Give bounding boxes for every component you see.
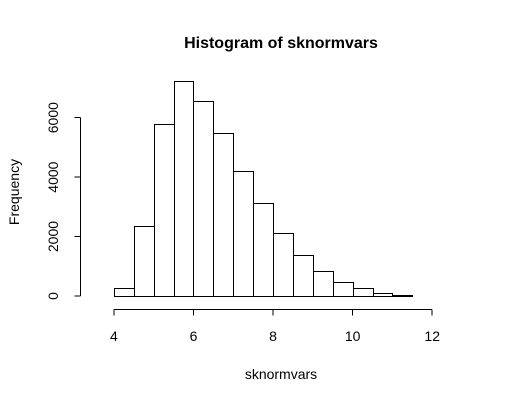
x-tick-label: 4: [110, 328, 118, 344]
histogram-bars: [114, 81, 413, 297]
histogram-bar: [373, 293, 393, 297]
histogram-bar: [273, 233, 294, 297]
x-axis-label: sknormvars: [245, 366, 317, 382]
y-axis: 0 2000 4000 6000: [45, 102, 81, 300]
y-axis-label: Frequency: [6, 159, 22, 225]
x-axis: 4 6 8 10 12: [110, 309, 440, 344]
y-tick-label: 4000: [45, 161, 61, 192]
x-tick-label: 12: [424, 328, 440, 344]
histogram-bar: [193, 101, 214, 297]
x-tick-label: 8: [269, 328, 277, 344]
y-tick-label: 0: [45, 292, 61, 300]
histogram-bar: [154, 124, 175, 297]
histogram-bar: [253, 203, 274, 297]
histogram-bar: [233, 171, 254, 297]
chart-title: Histogram of sknormvars: [184, 35, 378, 52]
histogram-bar: [174, 81, 194, 297]
histogram-bar: [313, 271, 334, 297]
x-tick-label: 6: [190, 328, 198, 344]
y-tick-label: 2000: [45, 221, 61, 252]
histogram-bar: [114, 288, 135, 297]
y-tick-label: 6000: [45, 102, 61, 133]
histogram-bar: [134, 226, 155, 297]
histogram-bar: [333, 282, 354, 297]
x-tick-label: 10: [345, 328, 361, 344]
histogram-bar: [392, 295, 413, 297]
histogram-bar: [293, 255, 314, 297]
histogram-bar: [353, 288, 374, 297]
histogram-bar: [213, 133, 234, 297]
